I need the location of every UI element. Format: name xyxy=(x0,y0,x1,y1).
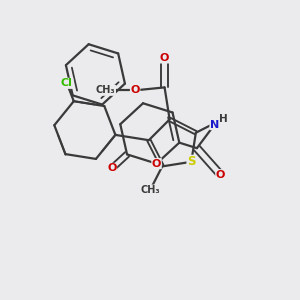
Text: CH₃: CH₃ xyxy=(140,185,160,195)
Text: Cl: Cl xyxy=(61,78,73,88)
Text: O: O xyxy=(130,85,140,95)
Text: N: N xyxy=(210,120,219,130)
Text: H: H xyxy=(219,114,228,124)
Text: O: O xyxy=(216,170,225,180)
Text: S: S xyxy=(187,155,196,168)
Text: CH₃: CH₃ xyxy=(96,85,116,95)
Text: O: O xyxy=(107,163,117,173)
Text: O: O xyxy=(152,159,161,169)
Text: O: O xyxy=(160,53,169,63)
